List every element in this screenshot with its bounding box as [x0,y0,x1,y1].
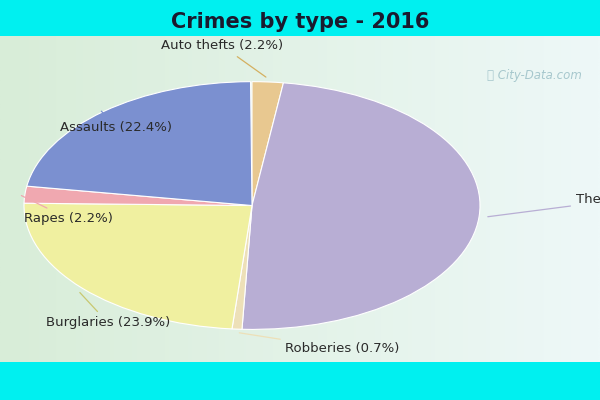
Text: Thefts (48.5%): Thefts (48.5%) [488,192,600,217]
Wedge shape [24,186,252,206]
Wedge shape [24,203,252,329]
Text: Auto thefts (2.2%): Auto thefts (2.2%) [161,39,283,77]
Wedge shape [232,206,252,329]
Text: Burglaries (23.9%): Burglaries (23.9%) [46,292,170,329]
Text: ⓘ City-Data.com: ⓘ City-Data.com [487,69,582,82]
Wedge shape [252,82,283,206]
Text: Robberies (0.7%): Robberies (0.7%) [239,333,399,356]
Wedge shape [27,82,252,206]
Text: Rapes (2.2%): Rapes (2.2%) [22,196,113,225]
Text: Crimes by type - 2016: Crimes by type - 2016 [171,12,429,32]
Text: Assaults (22.4%): Assaults (22.4%) [60,111,172,134]
Wedge shape [242,83,480,329]
